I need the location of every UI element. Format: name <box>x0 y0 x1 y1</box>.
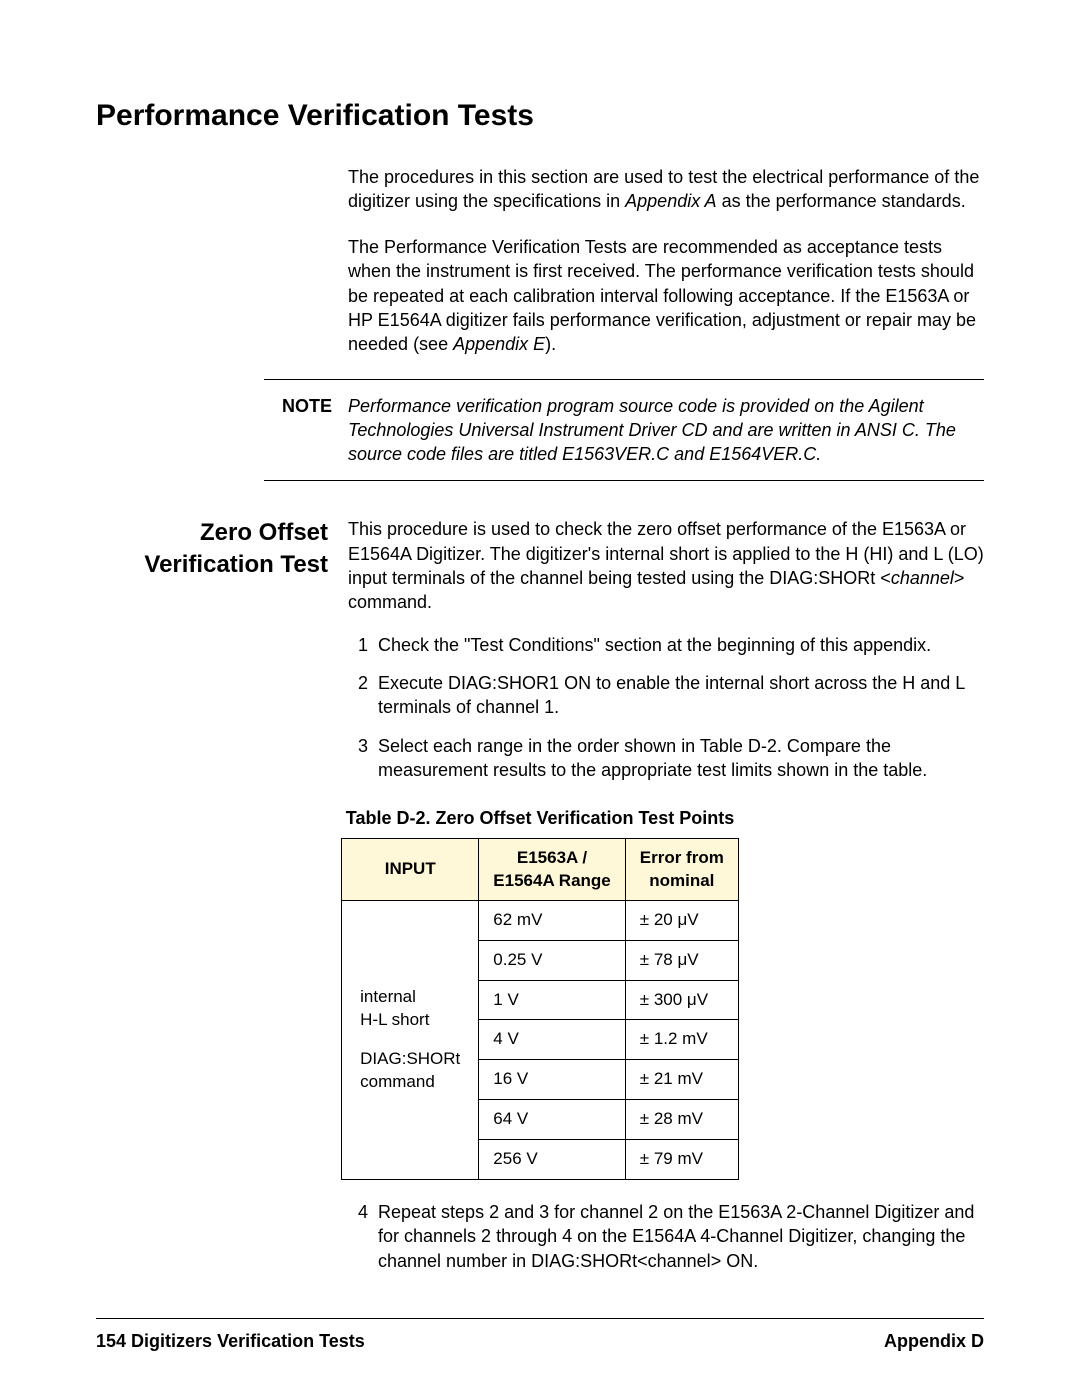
table-cell-range: 1 V <box>479 980 625 1020</box>
table-cell-error: ± 1.2 mV <box>625 1020 738 1060</box>
step-1: 1 Check the "Test Conditions" section at… <box>348 633 984 657</box>
page-footer: 154 Digitizers Verification Tests Append… <box>96 1318 984 1353</box>
th-err-l2: nominal <box>649 871 714 890</box>
step-number: 4 <box>348 1200 378 1273</box>
table-header-error: Error from nominal <box>625 839 738 900</box>
input-l2: H-L short <box>360 1010 429 1029</box>
intro-paragraph-2: The Performance Verification Tests are r… <box>348 235 984 356</box>
intro-section: The procedures in this section are used … <box>348 165 984 357</box>
zero-offset-intro-a: This procedure is used to check the zero… <box>348 519 984 588</box>
intro-p2-a: The Performance Verification Tests are r… <box>348 237 976 354</box>
intro-p1-b: as the performance standards. <box>717 191 966 211</box>
step-text: Repeat steps 2 and 3 for channel 2 on th… <box>378 1200 984 1273</box>
table-cell-range: 64 V <box>479 1100 625 1140</box>
table-row: internal H-L short DIAG:SHORt command 62… <box>342 900 739 940</box>
note-block: NOTE Performance verification program so… <box>264 379 984 482</box>
step-3: 3 Select each range in the order shown i… <box>348 734 984 783</box>
table-cell-error: ± 20 μV <box>625 900 738 940</box>
section-side-line1: Zero Offset <box>96 517 328 548</box>
table-cell-error: ± 300 μV <box>625 980 738 1020</box>
table-cell-error: ± 28 mV <box>625 1100 738 1140</box>
footer-page-number: 154 <box>96 1331 126 1351</box>
table-cell-range: 0.25 V <box>479 940 625 980</box>
step-text: Check the "Test Conditions" section at t… <box>378 633 984 657</box>
table-cell-range: 4 V <box>479 1020 625 1060</box>
step-number: 1 <box>348 633 378 657</box>
table-cell-range: 62 mV <box>479 900 625 940</box>
table-header-input: INPUT <box>342 839 479 900</box>
step-2: 2 Execute DIAG:SHOR1 ON to enable the in… <box>348 671 984 720</box>
intro-p2-b: ). <box>545 334 556 354</box>
input-l1: internal <box>360 987 416 1006</box>
zero-offset-section: Zero Offset Verification Test This proce… <box>96 517 984 614</box>
footer-right: Appendix D <box>884 1329 984 1353</box>
table-header-range: E1563A / E1564A Range <box>479 839 625 900</box>
section-side-line2: Verification Test <box>96 549 328 580</box>
input-l3: DIAG:SHORt <box>360 1049 460 1068</box>
document-page: Performance Verification Tests The proce… <box>0 0 1080 1397</box>
table-input-cell: internal H-L short DIAG:SHORt command <box>342 900 479 1180</box>
table-caption: Table D-2. Zero Offset Verification Test… <box>96 806 984 830</box>
intro-paragraph-1: The procedures in this section are used … <box>348 165 984 214</box>
table-cell-error: ± 78 μV <box>625 940 738 980</box>
table-cell-error: ± 79 mV <box>625 1140 738 1180</box>
note-text: Performance verification program source … <box>348 394 984 467</box>
section-side-heading: Zero Offset Verification Test <box>96 517 348 614</box>
zero-offset-intro-italic: channel <box>891 568 954 588</box>
steps-list-cont: 4 Repeat steps 2 and 3 for channel 2 on … <box>348 1200 984 1273</box>
page-title: Performance Verification Tests <box>96 96 984 137</box>
note-label: NOTE <box>264 394 348 467</box>
th-range-l1: E1563A / <box>517 848 587 867</box>
table-header-row: INPUT E1563A / E1564A Range Error from n… <box>342 839 739 900</box>
th-err-l1: Error from <box>640 848 724 867</box>
input-l4: command <box>360 1072 435 1091</box>
table-cell-range: 256 V <box>479 1140 625 1180</box>
th-range-l2: E1564A Range <box>493 871 610 890</box>
step-number: 3 <box>348 734 378 783</box>
footer-left: 154 Digitizers Verification Tests <box>96 1329 365 1353</box>
table-cell-range: 16 V <box>479 1060 625 1100</box>
step-4: 4 Repeat steps 2 and 3 for channel 2 on … <box>348 1200 984 1273</box>
footer-left-text: Digitizers Verification Tests <box>126 1331 365 1351</box>
intro-p2-italic: Appendix E <box>453 334 545 354</box>
step-text: Execute DIAG:SHOR1 ON to enable the inte… <box>378 671 984 720</box>
step-number: 2 <box>348 671 378 720</box>
step4-italic: channel <box>648 1251 711 1271</box>
section-body: This procedure is used to check the zero… <box>348 517 984 614</box>
table-cell-error: ± 21 mV <box>625 1060 738 1100</box>
steps-list: 1 Check the "Test Conditions" section at… <box>348 633 984 782</box>
zero-offset-table: INPUT E1563A / E1564A Range Error from n… <box>341 838 739 1180</box>
intro-p1-italic: Appendix A <box>625 191 716 211</box>
step4-b: > ON. <box>711 1251 759 1271</box>
step-text: Select each range in the order shown in … <box>378 734 984 783</box>
